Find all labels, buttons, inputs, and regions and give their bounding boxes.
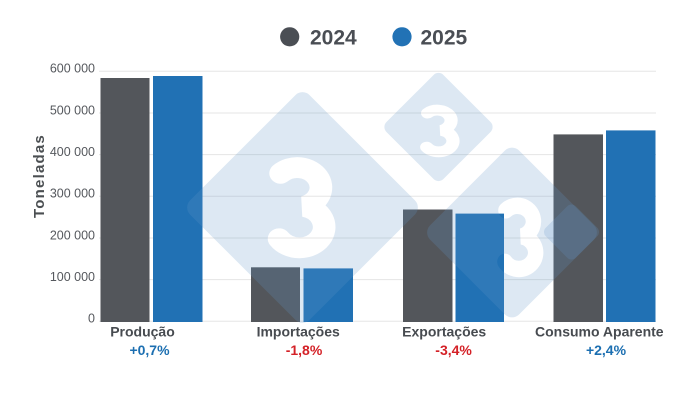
svg-text:+0,7%: +0,7% <box>129 342 170 358</box>
svg-text:600 000: 600 000 <box>50 62 95 76</box>
svg-text:+2,4%: +2,4% <box>586 342 627 358</box>
svg-text:0: 0 <box>88 312 95 326</box>
svg-text:Toneladas: Toneladas <box>31 134 48 218</box>
svg-text:100 000: 100 000 <box>50 270 95 284</box>
svg-text:2024: 2024 <box>310 26 357 49</box>
svg-text:-3,4%: -3,4% <box>435 342 472 358</box>
svg-text:2025: 2025 <box>421 26 468 49</box>
svg-text:Consumo Aparente: Consumo Aparente <box>535 324 664 340</box>
svg-text:200 000: 200 000 <box>50 228 95 242</box>
svg-text:400 000: 400 000 <box>50 145 95 159</box>
svg-text:500 000: 500 000 <box>50 103 95 117</box>
svg-text:Exportações: Exportações <box>402 324 486 340</box>
svg-text:-1,8%: -1,8% <box>286 342 323 358</box>
svg-text:300 000: 300 000 <box>50 187 95 201</box>
svg-text:Importações: Importações <box>257 324 340 340</box>
svg-text:Produção: Produção <box>110 324 175 340</box>
